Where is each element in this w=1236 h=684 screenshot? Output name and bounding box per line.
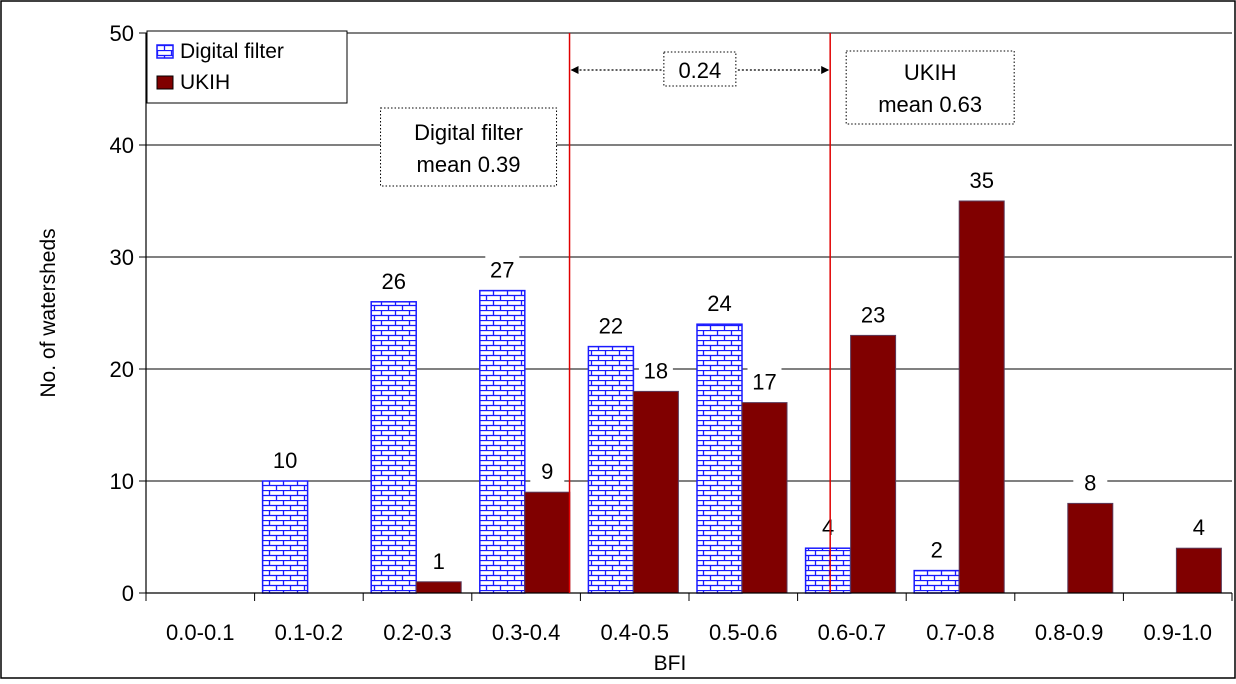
data-label-bg xyxy=(530,457,565,485)
bar-ukih xyxy=(524,491,571,594)
data-label: 35 xyxy=(969,168,993,193)
data-label-bg xyxy=(856,300,891,328)
y-tick-label: 40 xyxy=(110,133,134,158)
data-label: 1 xyxy=(433,549,445,574)
bar-ukih xyxy=(415,581,462,594)
data-label-bg xyxy=(421,546,456,574)
legend-box xyxy=(146,30,348,104)
y-tick-label: 0 xyxy=(122,581,134,606)
difference-label: 0.24 xyxy=(678,58,721,83)
data-label: 17 xyxy=(752,370,776,395)
data-labels: 10 26 1 27 9 22 18 24 17 4 23 2 35 8 4 xyxy=(268,166,1216,574)
axes: 0 10 20 30 40 50 0.0-0.1 0.1-0.2 0.2-0.3 0.3-0.4 0… xyxy=(110,21,1233,645)
x-tick-label: 0.7-0.8 xyxy=(926,620,995,645)
bar-digital-filter xyxy=(587,345,635,594)
bar-ukih xyxy=(741,402,788,594)
y-tick-label: 20 xyxy=(110,357,134,382)
x-tick-label: 0.2-0.3 xyxy=(383,620,452,645)
data-label: 22 xyxy=(599,314,623,339)
legend-swatch-digital-filter xyxy=(156,44,174,59)
digital-filter-mean-value: mean 0.39 xyxy=(417,152,521,177)
data-label-bg xyxy=(1073,468,1108,496)
bar-ukih xyxy=(632,390,679,594)
bar-digital-filter xyxy=(370,301,417,594)
y-axis-label: No. of watersheds xyxy=(37,228,60,397)
bar-digital-filter xyxy=(261,480,309,594)
legend-swatch-ukih xyxy=(156,75,174,90)
data-label-bg xyxy=(702,289,737,317)
bar-ukih xyxy=(850,334,897,594)
legend-label-digital-filter: Digital filter xyxy=(180,40,284,63)
data-label-bg xyxy=(1181,513,1216,541)
data-label-bg xyxy=(811,513,846,541)
y-tick-label: 10 xyxy=(110,469,134,494)
difference-box xyxy=(663,51,737,87)
data-label-bg xyxy=(638,356,673,384)
data-label-bg xyxy=(964,166,999,193)
x-tick-label: 0.1-0.2 xyxy=(275,620,344,645)
data-label-bg xyxy=(376,266,411,294)
legend-label-ukih: UKIH xyxy=(180,71,230,94)
ukih-mean-title: UKIH xyxy=(904,60,957,85)
x-tick-label: 0.5-0.6 xyxy=(709,620,778,645)
bar-ukih xyxy=(1175,547,1222,594)
data-label: 9 xyxy=(541,459,553,484)
data-label: 27 xyxy=(490,258,514,283)
x-tick-label: 0.0-0.1 xyxy=(166,620,235,645)
data-label: 18 xyxy=(644,358,668,383)
x-tick-label: 0.3-0.4 xyxy=(492,620,561,645)
data-label-bg xyxy=(268,446,303,473)
data-label: 4 xyxy=(822,515,834,540)
ukih-mean-value: mean 0.63 xyxy=(878,92,982,117)
mean-annotations: Digital filter mean 0.39 UKIH mean 0.63 0.24 xyxy=(380,33,1015,593)
data-label: 23 xyxy=(861,302,885,327)
x-tick-label: 0.9-1.0 xyxy=(1143,620,1212,645)
data-label: 10 xyxy=(273,448,297,473)
data-label: 8 xyxy=(1084,470,1096,495)
digital-filter-mean-box xyxy=(380,107,558,187)
y-tick-label: 50 xyxy=(110,21,134,46)
x-tick-label: 0.6-0.7 xyxy=(818,620,887,645)
legend: Digital filter UKIH xyxy=(146,30,348,104)
x-tick-label: 0.8-0.9 xyxy=(1035,620,1104,645)
y-tick-label: 30 xyxy=(110,245,134,270)
bar-ukih xyxy=(958,200,1005,594)
bar-ukih xyxy=(1067,502,1114,594)
bar-digital-filter xyxy=(913,569,960,594)
data-label-bg xyxy=(485,255,520,283)
bars xyxy=(261,200,1222,594)
data-label-bg xyxy=(747,367,782,395)
data-label: 26 xyxy=(381,269,405,294)
data-label-bg xyxy=(593,311,628,339)
data-label: 24 xyxy=(707,291,731,316)
digital-filter-mean-title: Digital filter xyxy=(414,120,523,145)
bar-digital-filter xyxy=(479,289,526,594)
bar-digital-filter xyxy=(696,323,743,594)
x-tick-label: 0.4-0.5 xyxy=(600,620,669,645)
ukih-mean-box xyxy=(845,50,1015,125)
data-label: 2 xyxy=(931,538,943,563)
bar-digital-filter xyxy=(804,547,852,594)
data-label: 4 xyxy=(1193,515,1205,540)
x-axis-label: BFI xyxy=(654,652,687,675)
data-label-bg xyxy=(919,535,954,563)
